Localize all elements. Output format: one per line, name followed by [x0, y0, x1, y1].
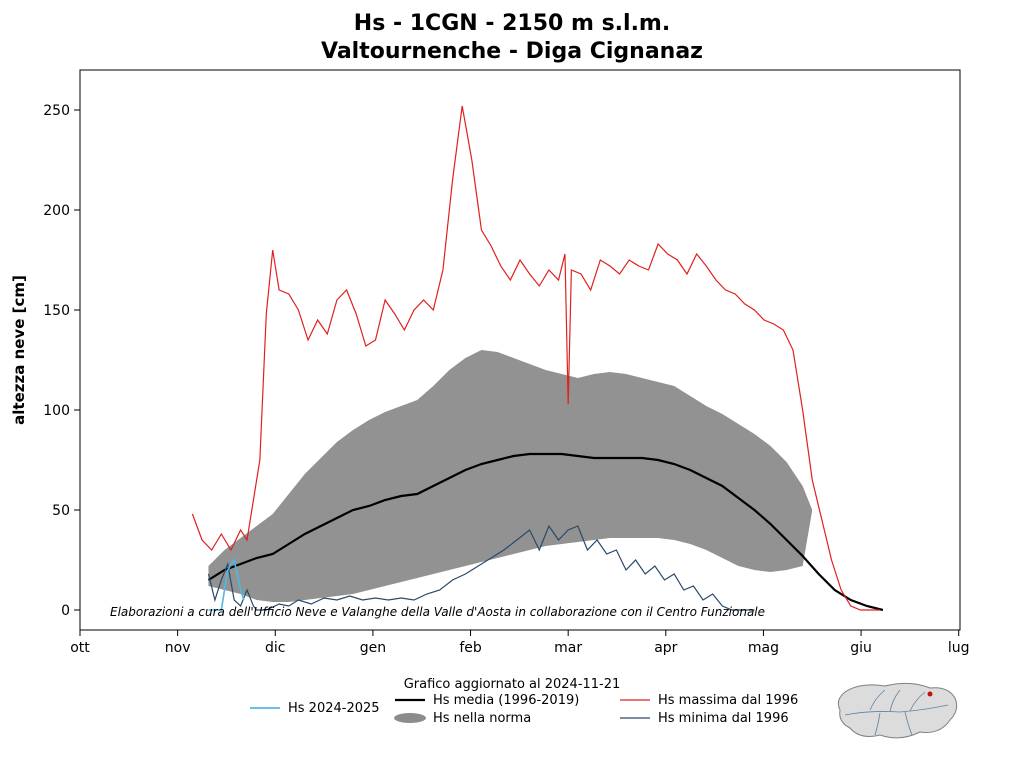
- xtick-label: mar: [554, 640, 582, 656]
- xtick-label: giu: [850, 640, 872, 656]
- legend-current: Hs 2024-2025: [288, 701, 380, 716]
- norma-band: [208, 350, 812, 602]
- legend-update: Grafico aggiornato al 2024-11-21: [404, 677, 621, 692]
- legend-norma: Hs nella norma: [433, 711, 531, 726]
- plot-area: [192, 106, 883, 610]
- credit-text: Elaborazioni a cura dell'Ufficio Neve e …: [110, 605, 765, 619]
- ytick-label: 200: [43, 203, 70, 219]
- station-point: [928, 692, 933, 697]
- ytick-label: 150: [43, 303, 70, 319]
- y-axis-label: altezza neve [cm]: [10, 275, 28, 425]
- xtick-label: mag: [748, 640, 779, 656]
- xtick-label: nov: [165, 640, 191, 656]
- xtick-label: apr: [654, 640, 677, 656]
- legend-min: Hs minima dal 1996: [658, 711, 789, 726]
- ytick-label: 50: [52, 503, 70, 519]
- legend-max: Hs massima dal 1996: [658, 693, 798, 708]
- legend-mean: Hs media (1996-2019): [433, 693, 579, 708]
- xtick-label: ott: [70, 640, 90, 656]
- ytick-label: 100: [43, 403, 70, 419]
- chart-title-line1: Hs - 1CGN - 2150 m s.l.m.: [354, 11, 670, 36]
- xtick-label: dic: [265, 640, 285, 656]
- xtick-label: feb: [459, 640, 482, 656]
- region-map: [838, 683, 956, 737]
- ytick-label: 250: [43, 103, 70, 119]
- chart-title-line2: Valtournenche - Diga Cignanaz: [321, 39, 703, 64]
- xtick-label: gen: [360, 640, 386, 656]
- snow-depth-chart: Hs - 1CGN - 2150 m s.l.m. Valtournenche -…: [0, 0, 1024, 768]
- xtick-label: lug: [948, 640, 970, 656]
- ytick-label: 0: [61, 603, 70, 619]
